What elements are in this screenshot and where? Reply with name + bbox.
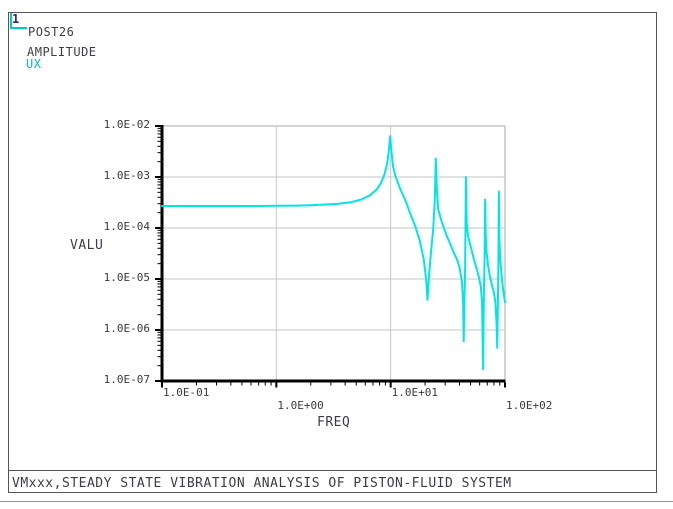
y-axis-title: VALU — [70, 238, 104, 253]
result-type-label: AMPLITUDE — [27, 45, 97, 59]
x-tick-label: 1.0E+00 — [277, 399, 324, 412]
postprocessor-label: POST26 — [28, 25, 75, 39]
x-tick-label: 1.0E-01 — [163, 386, 210, 399]
x-tick-label: 1.0E+02 — [506, 399, 553, 412]
bottom-frame-line — [0, 501, 673, 502]
y-tick-label: 1.0E-02 — [103, 118, 150, 131]
pane-corner-bracket-vertical — [10, 13, 12, 29]
y-tick-label: 1.0E-04 — [103, 220, 150, 233]
pane-corner-bracket-horizontal — [10, 27, 27, 29]
y-tick-label: 1.0E-03 — [103, 169, 150, 182]
y-tick-label: 1.0E-05 — [103, 271, 150, 284]
y-tick-label: 1.0E-06 — [103, 322, 150, 335]
x-axis-title: FREQ — [317, 415, 351, 430]
window-border — [8, 12, 657, 493]
x-tick-label: 1.0E+01 — [391, 386, 439, 399]
variable-label: UX — [26, 57, 42, 71]
y-tick-label: 1.0E-07 — [103, 373, 150, 386]
title-caption: VMxxx,STEADY STATE VIBRATION ANALYSIS OF… — [12, 476, 512, 491]
caption-separator-line — [8, 470, 657, 471]
pane-number: 1 — [12, 12, 20, 26]
